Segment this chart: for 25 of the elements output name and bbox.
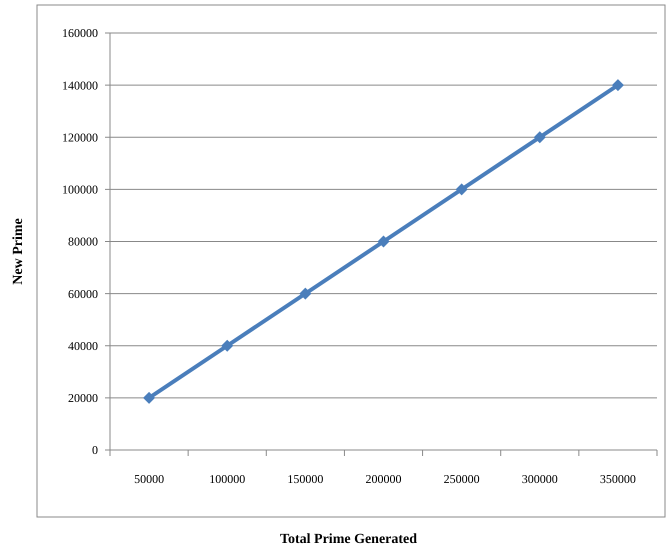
- x-tick-label: 100000: [209, 472, 246, 486]
- x-tick-label: 350000: [600, 472, 636, 486]
- x-axis-title: Total Prime Generated: [280, 532, 418, 547]
- x-tick-label: 300000: [522, 472, 558, 486]
- x-tick-label: 150000: [287, 472, 324, 486]
- point: [299, 288, 312, 300]
- point: [456, 183, 468, 196]
- y-tick-label: 40000: [68, 338, 98, 353]
- y-tick-label: 60000: [68, 286, 98, 301]
- y-tick-label: 100000: [62, 182, 98, 197]
- point: [534, 131, 546, 144]
- x-tick-label: 250000: [444, 472, 480, 486]
- x-tick-label: 200000: [366, 472, 402, 486]
- y-tick-label: 120000: [62, 130, 98, 144]
- y-tick-label: 160000: [62, 26, 98, 40]
- x-tick-label: 50000: [134, 472, 164, 486]
- y-tick-label: 20000: [68, 391, 98, 406]
- y-tick-label: 140000: [62, 78, 98, 92]
- point: [378, 236, 390, 248]
- point: [143, 392, 156, 404]
- y-axis-title: New Prime: [11, 218, 26, 285]
- y-tick-label: 80000: [68, 234, 98, 249]
- point: [612, 79, 624, 92]
- y-tick-label: 0: [92, 443, 98, 458]
- point: [221, 340, 234, 352]
